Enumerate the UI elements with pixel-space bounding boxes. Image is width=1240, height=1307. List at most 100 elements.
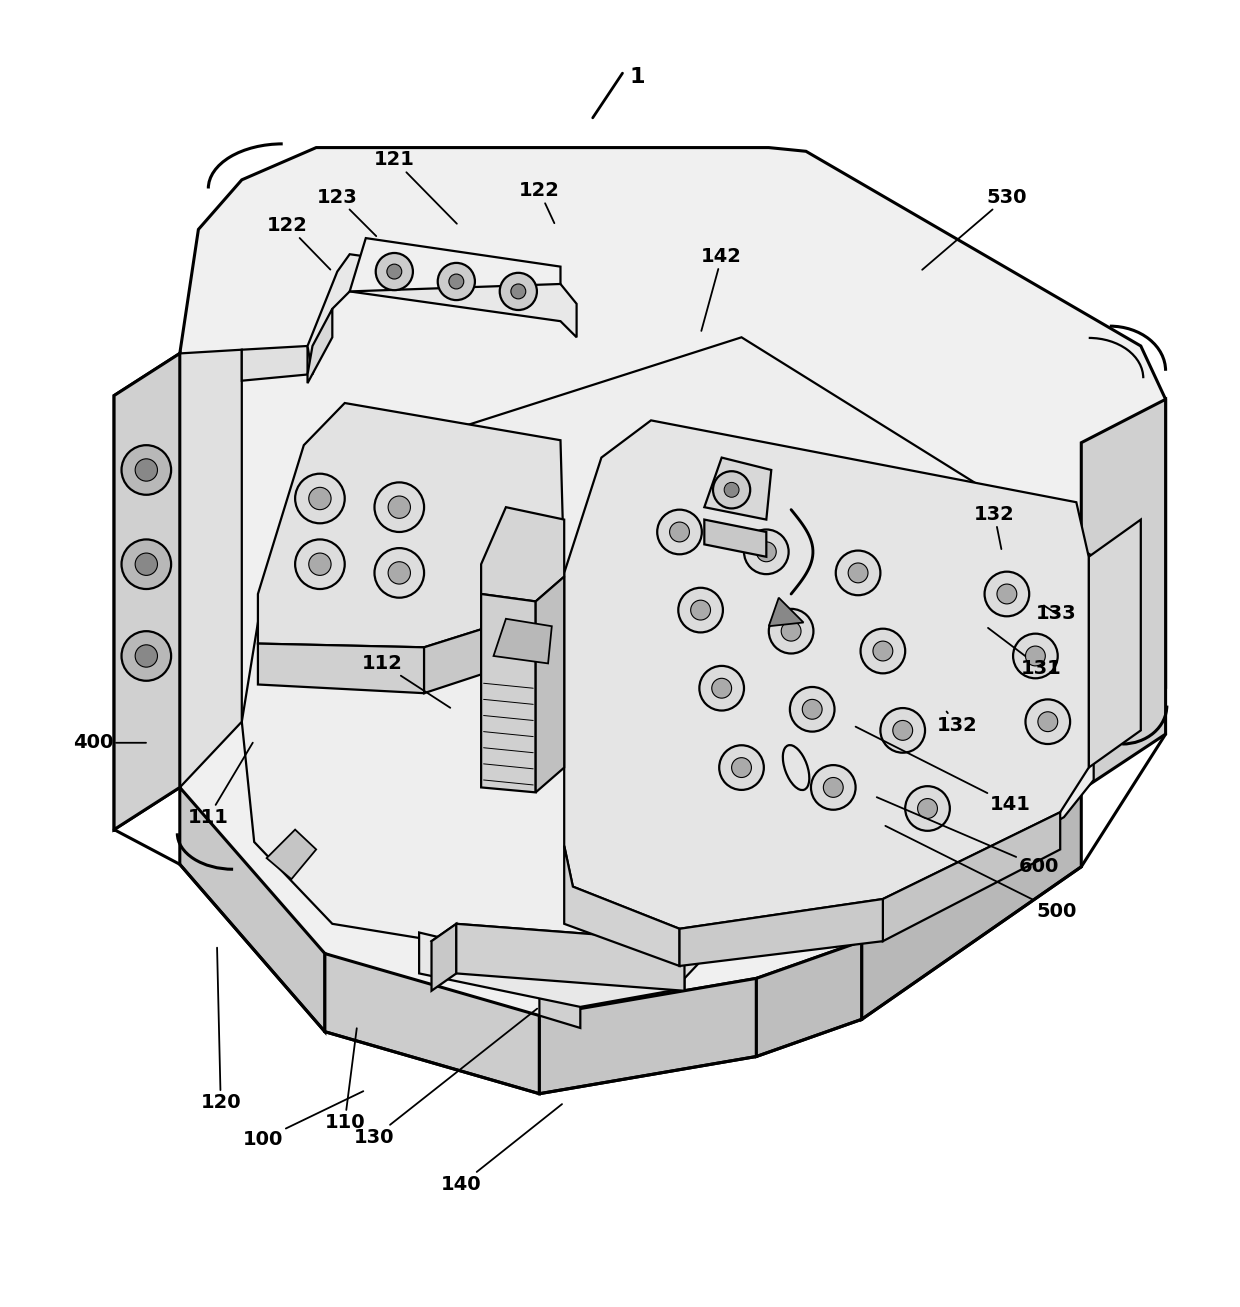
Polygon shape — [432, 924, 456, 991]
Polygon shape — [308, 308, 332, 383]
Polygon shape — [456, 924, 684, 991]
Polygon shape — [267, 830, 316, 880]
Circle shape — [756, 542, 776, 562]
Polygon shape — [704, 457, 771, 520]
Circle shape — [719, 745, 764, 789]
Circle shape — [880, 708, 925, 753]
Circle shape — [691, 600, 711, 620]
Polygon shape — [539, 979, 756, 1094]
Text: 133: 133 — [1037, 604, 1076, 623]
Circle shape — [511, 284, 526, 299]
Text: 500: 500 — [885, 826, 1076, 921]
Circle shape — [309, 553, 331, 575]
Circle shape — [135, 459, 157, 481]
Polygon shape — [258, 403, 564, 647]
Polygon shape — [424, 618, 515, 693]
Circle shape — [1025, 646, 1045, 665]
Text: 400: 400 — [73, 733, 146, 753]
Polygon shape — [242, 337, 1094, 961]
Circle shape — [873, 642, 893, 661]
Polygon shape — [481, 507, 564, 601]
Polygon shape — [1081, 400, 1166, 789]
Circle shape — [905, 787, 950, 831]
Circle shape — [678, 588, 723, 633]
Circle shape — [295, 473, 345, 523]
Polygon shape — [769, 597, 804, 626]
Circle shape — [802, 699, 822, 719]
Circle shape — [1038, 712, 1058, 732]
Text: 142: 142 — [702, 247, 742, 331]
Circle shape — [781, 621, 801, 642]
Circle shape — [388, 562, 410, 584]
Text: 120: 120 — [201, 948, 241, 1112]
Polygon shape — [564, 421, 1089, 929]
Text: 123: 123 — [317, 188, 376, 237]
Circle shape — [374, 482, 424, 532]
Text: 122: 122 — [268, 216, 330, 269]
Polygon shape — [180, 350, 242, 787]
Polygon shape — [308, 255, 577, 375]
Circle shape — [893, 720, 913, 740]
Circle shape — [122, 446, 171, 495]
Polygon shape — [325, 954, 539, 1094]
Circle shape — [376, 254, 413, 290]
Circle shape — [670, 521, 689, 542]
Text: 131: 131 — [988, 627, 1061, 678]
Text: 1: 1 — [630, 67, 645, 86]
Text: 600: 600 — [877, 797, 1059, 876]
Text: 530: 530 — [923, 188, 1027, 269]
Polygon shape — [242, 346, 308, 380]
Circle shape — [122, 540, 171, 589]
Polygon shape — [756, 941, 862, 1056]
Polygon shape — [180, 148, 1166, 1016]
Circle shape — [769, 609, 813, 654]
Text: 130: 130 — [355, 1009, 537, 1146]
Text: 132: 132 — [937, 711, 977, 735]
Circle shape — [309, 488, 331, 510]
Circle shape — [918, 799, 937, 818]
Polygon shape — [114, 353, 180, 830]
Polygon shape — [680, 899, 883, 966]
Text: 110: 110 — [325, 1029, 365, 1132]
Circle shape — [811, 765, 856, 810]
Polygon shape — [180, 787, 325, 1031]
Polygon shape — [1089, 520, 1141, 767]
Circle shape — [997, 584, 1017, 604]
Circle shape — [657, 510, 702, 554]
Circle shape — [135, 644, 157, 667]
Text: 112: 112 — [362, 654, 450, 708]
Circle shape — [500, 273, 537, 310]
Polygon shape — [536, 576, 564, 792]
Circle shape — [713, 472, 750, 508]
Circle shape — [374, 548, 424, 597]
Circle shape — [848, 563, 868, 583]
Circle shape — [790, 687, 835, 732]
Polygon shape — [564, 846, 680, 966]
Polygon shape — [862, 789, 1081, 1019]
Circle shape — [135, 553, 157, 575]
Polygon shape — [419, 932, 684, 1006]
Circle shape — [724, 482, 739, 497]
Text: 111: 111 — [188, 742, 253, 827]
Text: 140: 140 — [441, 1104, 562, 1193]
Circle shape — [732, 758, 751, 778]
Polygon shape — [481, 593, 536, 792]
Polygon shape — [258, 643, 424, 693]
Polygon shape — [114, 353, 180, 830]
Circle shape — [744, 529, 789, 574]
Circle shape — [438, 263, 475, 301]
Text: 121: 121 — [374, 150, 456, 223]
Text: 100: 100 — [243, 1091, 363, 1149]
Circle shape — [861, 629, 905, 673]
Circle shape — [985, 571, 1029, 617]
Polygon shape — [350, 238, 560, 291]
Polygon shape — [704, 520, 766, 557]
Circle shape — [388, 497, 410, 519]
Circle shape — [122, 631, 171, 681]
Circle shape — [387, 264, 402, 278]
Circle shape — [295, 540, 345, 589]
Text: 132: 132 — [975, 505, 1014, 549]
Circle shape — [823, 778, 843, 797]
Circle shape — [449, 274, 464, 289]
Polygon shape — [494, 618, 552, 664]
